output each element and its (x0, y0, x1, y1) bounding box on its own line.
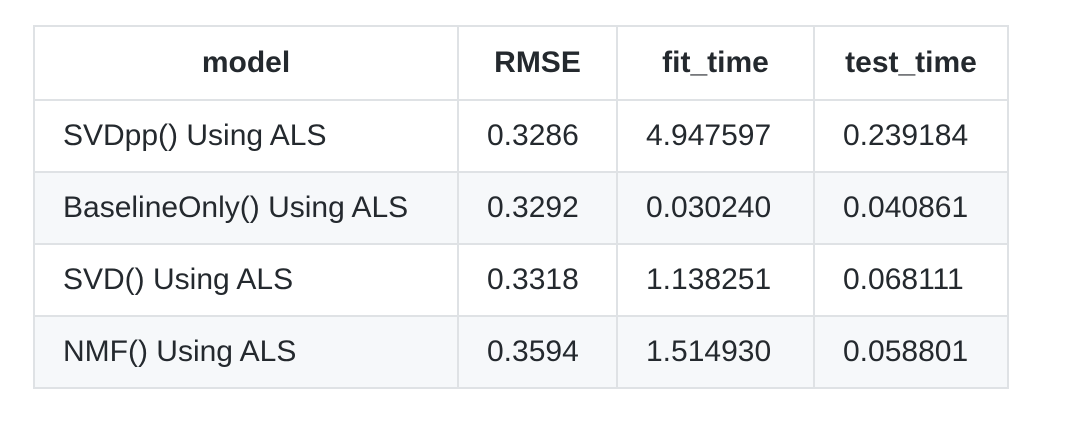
cell-rmse: 0.3594 (457, 315, 618, 389)
table-row: SVD() Using ALS 0.3318 1.138251 0.068111 (33, 243, 1009, 317)
cell-fit-time: 4.947597 (616, 99, 815, 173)
cell-test-time: 0.239184 (813, 99, 1009, 173)
table-row: SVDpp() Using ALS 0.3286 4.947597 0.2391… (33, 99, 1009, 173)
cell-model: BaselineOnly() Using ALS (33, 171, 459, 245)
results-table-container: model RMSE fit_time test_time SVDpp() Us… (33, 25, 1009, 389)
cell-model: SVD() Using ALS (33, 243, 459, 317)
results-table: model RMSE fit_time test_time SVDpp() Us… (33, 25, 1009, 389)
cell-fit-time: 1.138251 (616, 243, 815, 317)
cell-rmse: 0.3318 (457, 243, 618, 317)
cell-fit-time: 0.030240 (616, 171, 815, 245)
cell-rmse: 0.3286 (457, 99, 618, 173)
header-fit-time: fit_time (616, 25, 815, 101)
header-test-time: test_time (813, 25, 1009, 101)
cell-rmse: 0.3292 (457, 171, 618, 245)
cell-test-time: 0.040861 (813, 171, 1009, 245)
cell-fit-time: 1.514930 (616, 315, 815, 389)
header-rmse: RMSE (457, 25, 618, 101)
header-model: model (33, 25, 459, 101)
table-row: NMF() Using ALS 0.3594 1.514930 0.058801 (33, 315, 1009, 389)
table-row: BaselineOnly() Using ALS 0.3292 0.030240… (33, 171, 1009, 245)
cell-model: SVDpp() Using ALS (33, 99, 459, 173)
cell-model: NMF() Using ALS (33, 315, 459, 389)
cell-test-time: 0.068111 (813, 243, 1009, 317)
cell-test-time: 0.058801 (813, 315, 1009, 389)
table-header-row: model RMSE fit_time test_time (33, 25, 1009, 101)
